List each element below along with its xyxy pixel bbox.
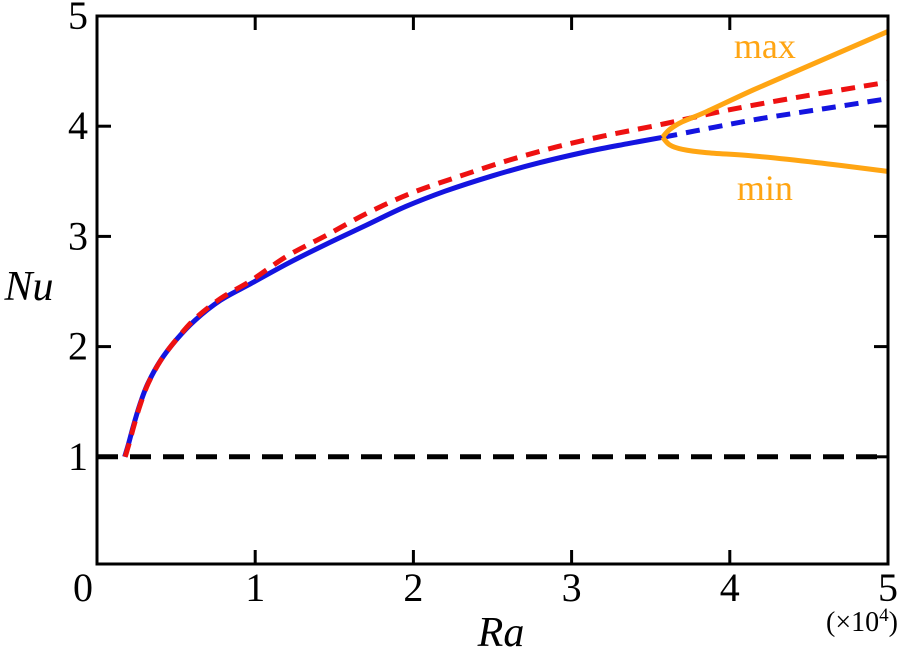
y-tick-label: 2 xyxy=(68,324,88,369)
plot-frame xyxy=(95,14,890,566)
y-tick-label: 3 xyxy=(68,213,88,258)
x-tick-label: 5 xyxy=(878,565,898,610)
y-axis-label: Nu xyxy=(4,264,54,310)
x-axis-label: Ra xyxy=(477,610,525,656)
scale-note-prefix: (×10 xyxy=(826,607,880,638)
series-red-dashed xyxy=(122,79,889,458)
branch-label-min: min xyxy=(737,168,793,208)
branch-label-max: max xyxy=(734,26,796,66)
scale-note-exponent: 4 xyxy=(879,605,889,627)
x-tick-label: 2 xyxy=(403,565,423,610)
x-tick-label: 3 xyxy=(562,565,582,610)
x-axis-scale-note: (×104) xyxy=(826,605,898,640)
x-tick-label: 1 xyxy=(245,565,265,610)
series-orange-max xyxy=(660,29,890,139)
series-blue-dashed xyxy=(662,96,889,140)
x-tick-label: 0 xyxy=(73,565,93,610)
y-tick-label: 1 xyxy=(68,434,88,479)
series-orange-min xyxy=(660,135,889,174)
scale-note-suffix: ) xyxy=(888,607,898,638)
x-tick-label: 4 xyxy=(720,565,740,610)
y-tick-label: 4 xyxy=(68,103,88,148)
y-tick-label: 5 xyxy=(68,0,88,38)
series-blue-solid xyxy=(122,134,664,458)
